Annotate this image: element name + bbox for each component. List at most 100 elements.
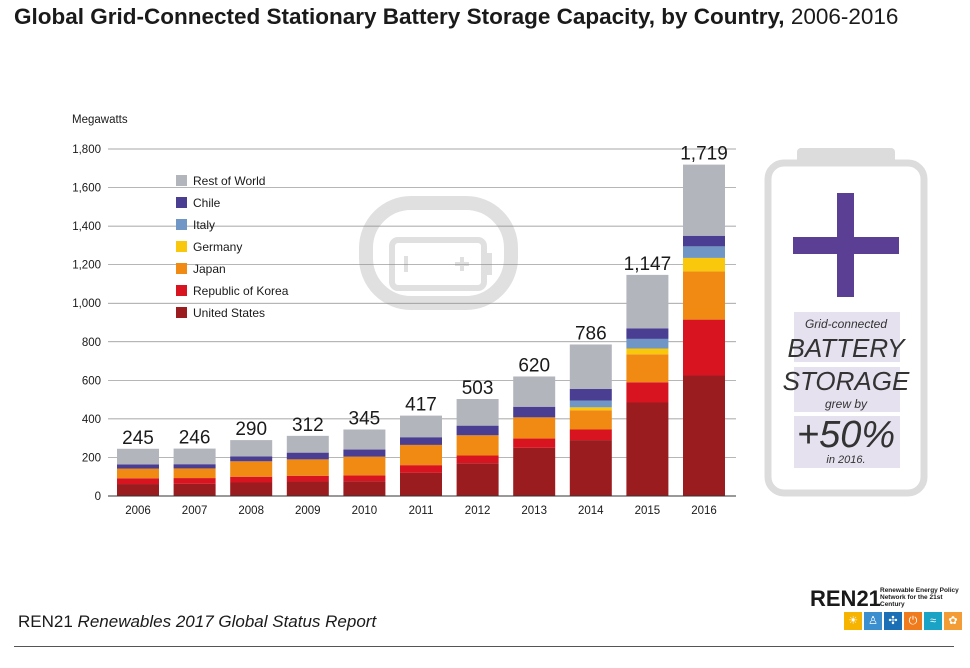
chart-title: Global Grid-Connected Stationary Battery… [14,4,954,30]
bar-segment [117,464,159,469]
side-line-4: grew by [825,397,868,411]
logo-name: REN21 [810,586,881,611]
y-tick-label: 1,600 [72,183,101,195]
bar-segment [400,437,442,445]
bar-segment [683,257,725,272]
total-label: 620 [518,355,550,376]
bar-segment [456,455,499,464]
x-tick-label: 2008 [238,505,264,517]
logo-tagline: Renewable Energy Policy Network for the … [880,587,959,608]
sun-icon: ☀ [844,612,862,630]
bar-segment [626,402,669,496]
bar-segment [569,344,612,390]
bar-segment [626,348,669,355]
bar-segment [343,449,386,457]
logo-icons: ☀ ♙ ✣ ⏻ ≈ ✿ [844,612,962,630]
bar-segment [286,452,329,460]
legend-swatch [176,197,187,208]
x-tick-label: 2010 [352,505,378,517]
y-tick-label: 1,400 [72,221,101,233]
x-tick-label: 2013 [521,505,547,517]
legend-label: Chile [193,196,221,210]
bar-segment [117,468,159,479]
legend-swatch [176,219,187,230]
x-tick-label: 2014 [578,505,604,517]
total-label: 345 [349,408,381,429]
footer-divider [14,646,954,647]
bar-segment [456,435,499,456]
bar-segment [286,475,329,482]
bar-segment [569,400,612,408]
legend-swatch [176,285,187,296]
bar-segment [513,417,556,439]
bar-segment [569,410,612,430]
y-tick-label: 1,800 [72,144,101,156]
y-axis-ticks: 0 200 400 600 800 1,000 1,200 1,400 1,600 1,800 [72,144,101,503]
bar-segment [683,375,725,496]
bar-segment [286,459,329,476]
bar-segment [230,476,273,483]
legend-swatch [176,263,187,274]
y-tick-label: 1,000 [72,298,101,310]
bar-segment [286,435,329,453]
bar-segment [456,399,499,426]
side-line-6: in 2016. [826,454,865,466]
bar-segment [400,465,442,473]
bar-segment [569,389,612,401]
legend-label: Italy [193,218,215,232]
total-label: 786 [575,323,607,344]
legend-label: Japan [193,262,226,276]
footer: REN21 Renewables 2017 Global Status Repo… [18,612,376,632]
side-line-1: Grid-connected [805,317,887,331]
bar-segment [343,475,386,482]
person-icon: ♙ [864,612,882,630]
bar-segment [569,407,612,411]
bar-segment [117,484,159,496]
legend-label: Germany [193,240,242,254]
bar-segment [683,235,725,247]
bar-segment [626,354,669,383]
bar-segment [626,382,669,403]
bar-segment [513,406,556,418]
bar-segment [626,338,669,349]
x-axis-ticks: 2006 2007 2008 2009 2010 2011 2012 2013 2014 2015… [125,505,717,517]
bar-segment [683,319,725,376]
bar-segment [683,246,725,258]
x-tick-label: 2009 [295,505,321,517]
bar-segment [513,447,556,496]
x-tick-label: 2016 [691,505,717,517]
bar-segment [626,274,669,329]
total-label: 290 [235,419,267,440]
side-line-5: +50% [797,414,895,456]
legend: Rest of World Chile Italy Germany Japan Repub… [176,174,289,320]
x-tick-label: 2012 [465,505,491,517]
footer-org: REN21 [18,612,73,631]
bar-segment [230,456,273,462]
bar-segment [626,328,669,339]
bar-segment [456,463,499,496]
y-tick-label: 600 [82,375,101,387]
bar-segment [343,456,386,476]
x-tick-label: 2007 [182,505,208,517]
bar-segment [569,440,612,496]
leaf-icon: ✿ [944,612,962,630]
side-line-3: STORAGE [783,366,910,396]
chart-title-main: Global Grid-Connected Stationary Battery… [14,4,785,29]
legend-swatch [176,307,187,318]
bar-segment [173,464,216,469]
x-tick-label: 2011 [409,505,434,517]
bar-segment [286,481,329,496]
footer-report: Renewables 2017 Global Status Report [77,612,377,631]
chart-title-years: 2006-2016 [790,4,899,29]
bar-segment [173,448,216,465]
plus-icon [793,193,899,297]
legend-label: Rest of World [193,174,265,188]
bar-segment [173,468,216,479]
battery-watermark-icon [359,196,518,310]
legend-swatch [176,175,187,186]
bars [117,164,725,496]
bar-segment [683,271,725,320]
bar-segment [343,481,386,496]
ren21-logo: REN21 Renewable Energy Policy Network fo… [810,586,962,632]
